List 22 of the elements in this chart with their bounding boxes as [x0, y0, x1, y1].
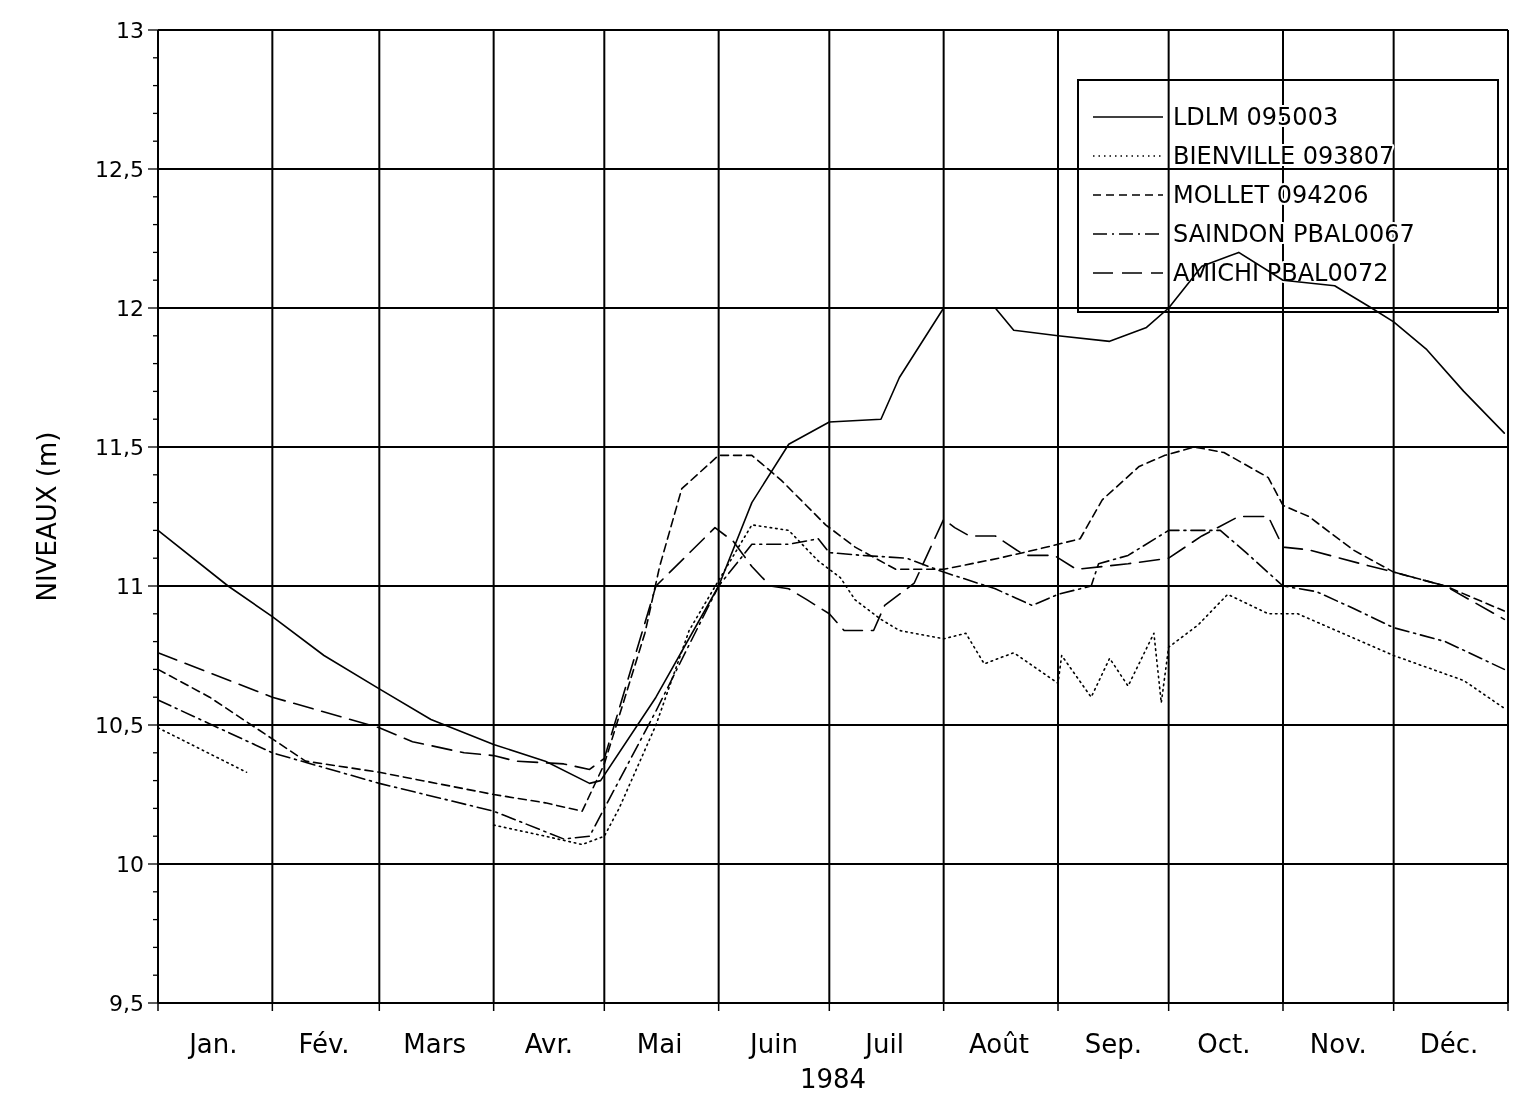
x-tick-label: Juin [748, 1029, 798, 1059]
y-tick-label: 9,5 [109, 991, 144, 1016]
x-tick-label: Avr. [524, 1029, 574, 1059]
y-tick-label: 10,5 [95, 713, 144, 738]
x-tick-label: Jan. [187, 1029, 238, 1059]
y-tick-label: 12 [116, 296, 144, 321]
y-tick-label: 11 [116, 574, 144, 599]
x-tick-label: Nov. [1309, 1029, 1367, 1059]
x-tick-label: Fév. [298, 1029, 350, 1059]
y-tick-label: 12,5 [95, 157, 144, 182]
y-tick-label: 13 [116, 18, 144, 43]
y-tick-label: 11,5 [95, 435, 144, 460]
x-tick-label: Sep. [1084, 1029, 1142, 1059]
x-tick-label: Mai [636, 1029, 683, 1059]
x-tick-label: Déc. [1419, 1029, 1479, 1059]
x-tick-label: Oct. [1197, 1029, 1251, 1059]
x-tick-label: Mars [403, 1029, 466, 1059]
x-tick-label: Juil [863, 1029, 904, 1059]
x-axis-title: 1984 [799, 1064, 867, 1094]
y-axis-title: NIVEAUX (m) [32, 431, 62, 602]
y-tick-label: 10 [116, 852, 144, 877]
x-tick-label: Août [969, 1029, 1029, 1059]
